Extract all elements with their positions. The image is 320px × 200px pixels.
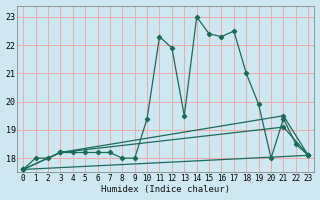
X-axis label: Humidex (Indice chaleur): Humidex (Indice chaleur) bbox=[101, 185, 230, 194]
